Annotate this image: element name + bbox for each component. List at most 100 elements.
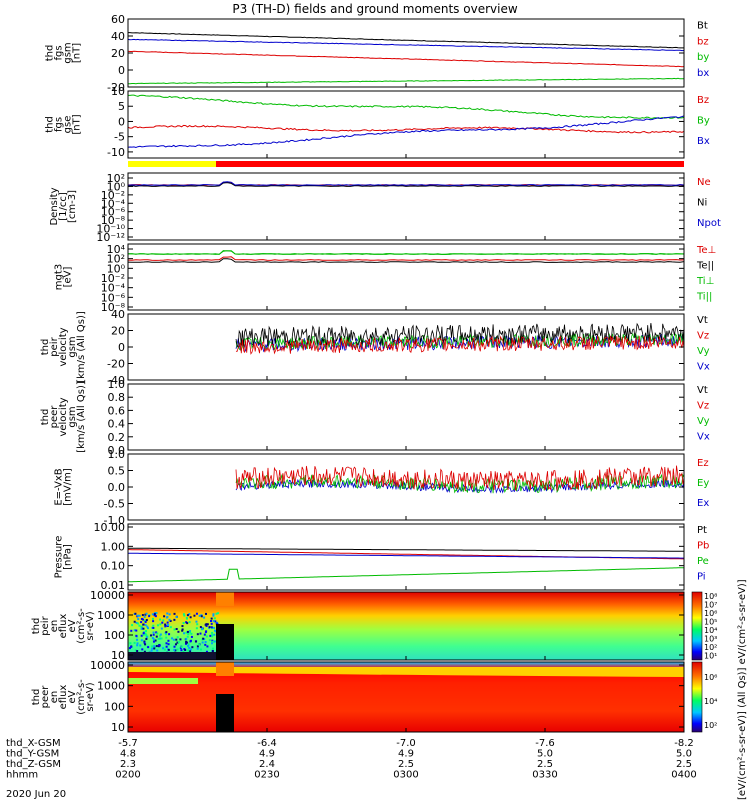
spectrogram-noise — [141, 648, 144, 651]
spectrogram-noise — [158, 644, 161, 647]
legend-By: By — [697, 115, 710, 126]
spectrogram-noise — [187, 633, 190, 636]
spectrogram-noise — [165, 633, 168, 636]
y-axis-label: thd — [40, 409, 51, 426]
y-axis-label: Pressure — [54, 536, 65, 579]
spectrogram-noise — [214, 620, 217, 623]
y-tick-label: 10 — [111, 649, 125, 662]
spectrogram-noise — [133, 620, 136, 623]
spectrogram-noise — [136, 638, 139, 641]
spectrogram-noise — [213, 633, 216, 636]
orbit-value: 0230 — [254, 770, 279, 781]
spectrogram-noise — [180, 646, 183, 649]
spectrogram-noise — [195, 612, 198, 615]
orbit-value: 2.3 — [120, 759, 136, 770]
y-axis-label: sr-eV) — [85, 611, 96, 640]
spectrogram-noise — [196, 633, 199, 636]
spectrogram-noise — [150, 649, 153, 652]
y-tick-label: 10⁻² — [101, 189, 125, 202]
spectrogram-gap-top — [216, 662, 234, 676]
y-tick-label: 0.0 — [108, 444, 126, 457]
y-axis-label: peir — [40, 615, 51, 635]
orbit-value: -6.4 — [257, 738, 277, 749]
legend-Ni: Ni — [697, 197, 707, 208]
y-tick-label: 10⁰ — [107, 262, 126, 275]
spectrogram-noise — [163, 648, 166, 651]
orbit-value: -7.6 — [535, 738, 555, 749]
y-tick-label: 20 — [111, 325, 125, 338]
y-axis-label: [mV/m] — [63, 468, 74, 506]
spectrogram-noise — [195, 620, 198, 623]
legend-Ey: Ey — [697, 478, 709, 489]
spectrogram-noise — [147, 627, 150, 630]
y-axis-label: [nT] — [72, 43, 83, 63]
y-tick-label: 10⁻⁴ — [101, 282, 126, 295]
spectrogram-noise — [159, 633, 162, 636]
spectrogram-noise — [213, 640, 216, 643]
spectrogram-noise — [185, 617, 188, 620]
spectrogram-noise — [189, 648, 192, 651]
spectrogram-noise — [188, 613, 191, 616]
spectrogram-noise — [165, 642, 168, 645]
orbit-value: 5.0 — [537, 749, 553, 760]
spectrogram-noise — [153, 614, 156, 617]
spectrogram-noise — [183, 632, 186, 635]
y-axis-label: en — [49, 620, 60, 633]
panel-plot-peir_velocity — [235, 322, 684, 355]
spectrogram-noise — [204, 631, 207, 634]
spectrogram-noise — [145, 612, 148, 615]
spectrogram-noise — [169, 626, 172, 629]
spectrogram-noise — [211, 639, 214, 642]
spectrogram-noise — [142, 633, 145, 636]
spectrogram-noise — [182, 650, 185, 653]
spectrogram-noise — [147, 646, 150, 649]
spectrogram-noise — [159, 637, 162, 640]
spectrogram-noise — [168, 613, 171, 616]
spectrogram-noise — [162, 619, 165, 622]
panels-group: 6040200-20thdfgsgsm[nT]Btbzbybx1050-5-10… — [31, 13, 721, 734]
spectrogram-noise — [190, 635, 193, 638]
spectrogram-noise — [211, 642, 214, 645]
spectrogram-noise — [137, 622, 140, 625]
spectrogram-noise — [175, 616, 178, 619]
y-tick-label: 0.6 — [108, 404, 126, 417]
spectrogram-noise — [162, 647, 165, 650]
panel-efield: 1.0 0.5 0.0 -0.5 -1.0 E=-VxB[mV/m] Ez Ey Ex — [54, 448, 710, 527]
series-line-Bt — [128, 32, 684, 49]
spectrogram-band — [128, 667, 684, 677]
spectrogram-noise — [141, 614, 144, 617]
spectrogram-noise — [181, 629, 184, 632]
spectrogram-noise — [129, 642, 132, 645]
spectrogram-noise — [152, 620, 155, 623]
spectrogram-noise — [213, 629, 216, 632]
spectrogram-noise — [182, 613, 185, 616]
spectrogram-noise — [175, 627, 178, 630]
spectrogram-noise — [186, 630, 189, 633]
y-axis-label: thd — [45, 116, 56, 133]
spectrogram-noise — [152, 638, 155, 641]
spectrogram-noise — [179, 638, 182, 641]
orbit-row-label: thd_Y-GSM — [6, 749, 59, 760]
series-line-Bz — [128, 124, 684, 134]
y-tick-label: 100 — [104, 629, 125, 642]
panel-peer_spec: 10000 1000 100 10 thdpeerenefluxeV(cm²-s-sr-… — [31, 659, 685, 734]
panel-plot-fgs_gsm — [128, 32, 684, 85]
series-line-By — [128, 94, 684, 119]
legend-Pb: Pb — [697, 541, 709, 552]
spectrogram-noise — [199, 648, 202, 651]
orbit-value: 2.4 — [259, 759, 275, 770]
spectrogram-noise — [173, 648, 176, 651]
spectrogram-noise — [211, 647, 214, 650]
spectrogram-noise — [181, 625, 184, 628]
spectrogram-noise — [144, 620, 147, 623]
y-axis-label: eflux — [58, 614, 69, 639]
spectrogram-noise — [185, 621, 188, 624]
spectrogram-noise — [167, 648, 170, 651]
y-tick-label: -20 — [107, 358, 125, 371]
colorbar-tick: 10³ — [704, 635, 717, 644]
spectrogram-noise — [185, 637, 188, 640]
y-axis-label: thd — [31, 689, 42, 706]
spectrogram-noise — [140, 639, 143, 642]
spectrogram-noise — [196, 647, 199, 650]
y-axis-label: [km/s (All Qs)] — [76, 311, 87, 383]
